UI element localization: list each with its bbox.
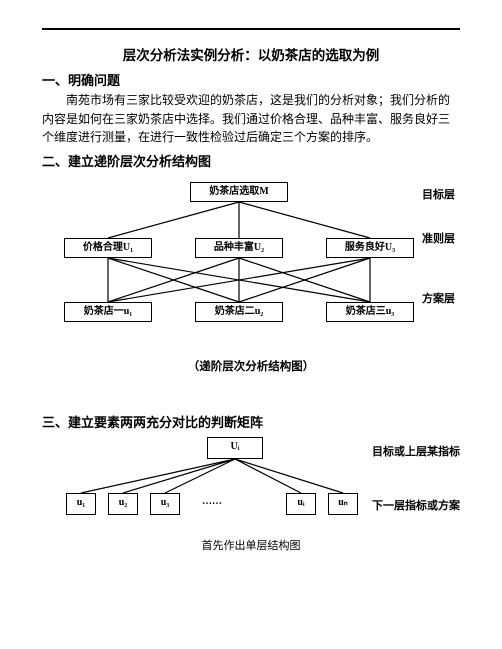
matrix-diagram: Uᵢ u₁ u₂ u₃ …… uᵢuₙ 目标或上层某指标下一层指标或方案 [42,433,462,529]
criterion-node: 品种丰富U₂ [195,238,283,258]
diagram1-caption: （递阶层次分析结构图） [42,358,460,374]
child-node: u₂ [108,493,138,515]
spacer [42,374,460,408]
alternative-node: 奶茶店三u₃ [326,302,414,322]
page: 层次分析法实例分析：以奶茶店的选取为例 一、明确问题 南苑市场有三家比较受欢迎的… [0,0,502,649]
layer-label: 准则层 [422,230,455,246]
criterion-node: 服务良好U₃ [326,238,414,258]
child-node: …… [192,493,232,515]
section-2-heading: 二、建立递阶层次分析结构图 [42,151,460,170]
child-node: uₙ [328,493,358,515]
child-node: u₁ [66,493,96,515]
side-label: 下一层指标或方案 [372,497,460,513]
layer-label: 目标层 [422,186,455,202]
hierarchy-diagram: 奶茶店选取M 价格合理U₁ 品种丰富U₂ 服务良好U₃ 奶茶店一u₁ 奶茶店二u₂ 奶茶店三… [42,176,462,348]
layer-label: 方案层 [422,290,455,306]
section-1-heading: 一、明确问题 [42,70,460,89]
alternative-node: 奶茶店二u₂ [195,302,283,322]
child-node: uᵢ [286,493,316,515]
alternative-node: 奶茶店一u₁ [64,302,152,322]
side-label: 目标或上层某指标 [372,443,460,459]
criterion-node: 价格合理U₁ [64,238,152,258]
child-node: u₃ [150,493,180,515]
page-title: 层次分析法实例分析：以奶茶店的选取为例 [42,44,460,64]
goal-node: 奶茶店选取M [190,182,288,202]
diagram2-caption: 首先作出单层结构图 [42,537,460,553]
parent-node: Uᵢ [207,437,263,459]
top-rule [42,28,460,30]
section-3-heading: 三、建立要素两两充分对比的判断矩阵 [42,412,460,431]
section-1-para: 南苑市场有三家比较受欢迎的奶茶店，这是我们的分析对象；我们分析的内容是如何在三家… [42,91,460,147]
